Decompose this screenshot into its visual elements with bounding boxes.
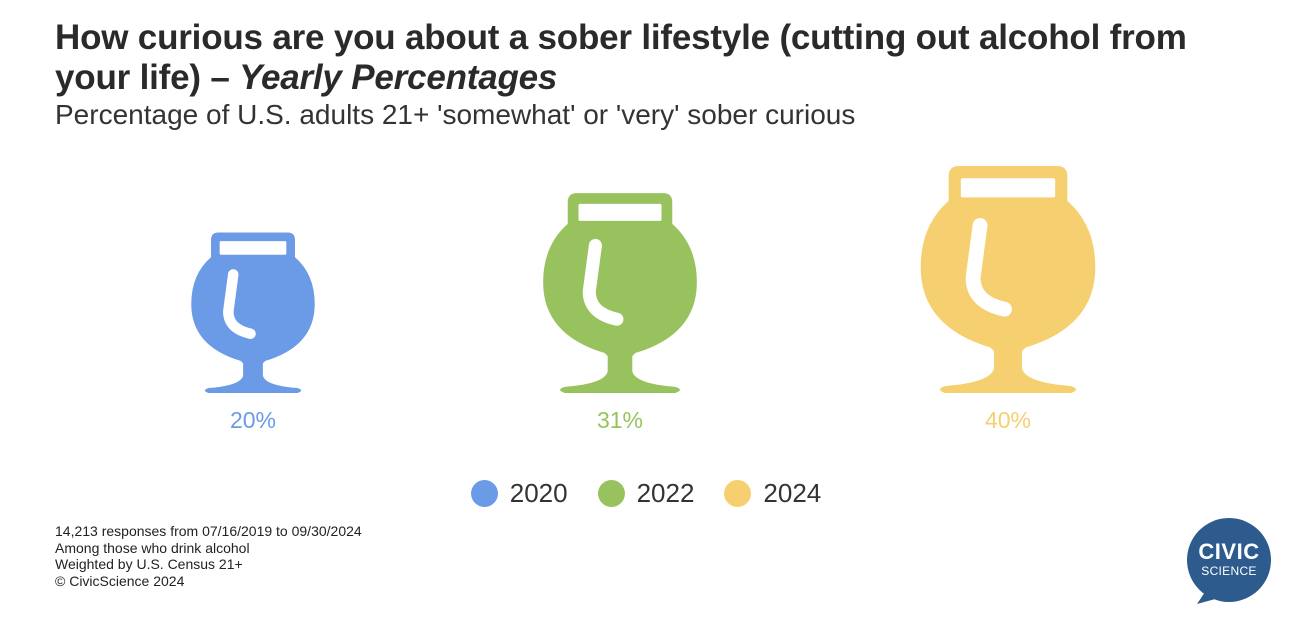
glass-foam-2022 — [578, 203, 662, 221]
logo-civic-text: CIVIC — [1198, 539, 1260, 564]
chart-title-main: How curious are you about a sober lifest… — [55, 18, 1187, 97]
legend: 2020 2022 2024 — [0, 478, 1292, 508]
legend-swatch-2020 — [470, 479, 498, 507]
civicscience-logo: CIVIC SCIENCE — [1183, 518, 1275, 606]
legend-label-2020: 2020 — [509, 478, 568, 508]
value-label-2020: 20% — [229, 407, 277, 433]
chart-title-italic: Yearly Percentages — [239, 58, 558, 97]
chart-title: How curious are you about a sober lifest… — [55, 18, 1255, 98]
footnotes: 14,213 responses from 07/16/2019 to 09/3… — [55, 523, 362, 589]
glass-mark-2022 — [543, 193, 697, 394]
logo-science-text: SCIENCE — [1201, 564, 1257, 578]
glass-highlight-2020 — [223, 269, 256, 339]
chart-subtitle: Percentage of U.S. adults 21+ 'somewhat'… — [55, 99, 856, 130]
legend-swatch-2022 — [597, 479, 625, 507]
legend-label-2024: 2024 — [763, 478, 822, 508]
glass-mark-2024 — [920, 166, 1096, 394]
footnote-weighting: Weighted by U.S. Census 21+ — [55, 556, 243, 572]
value-label-2024: 40% — [984, 407, 1032, 433]
footnote-population: Among those who drink alcohol — [55, 539, 250, 556]
legend-item-2022: 2022 — [597, 478, 695, 508]
glass-highlight-2022 — [582, 238, 624, 326]
glass-foam-2020 — [219, 241, 287, 255]
speech-bubble-icon — [1187, 518, 1271, 604]
glass-foam-2024 — [960, 178, 1056, 198]
legend-item-2024: 2024 — [724, 478, 821, 508]
glass-mark-2020 — [191, 232, 315, 394]
footnote-responses: 14,213 responses from 07/16/2019 to 09/3… — [55, 523, 362, 539]
glass-highlight-2024 — [965, 217, 1012, 317]
legend-label-2022: 2022 — [636, 478, 695, 508]
glass-body-2022 — [543, 193, 697, 394]
footnote-copyright: © CivicScience 2024 — [55, 572, 185, 589]
value-label-2022: 31% — [596, 407, 644, 433]
glass-body-2020 — [191, 232, 315, 394]
legend-swatch-2024 — [724, 479, 752, 507]
glass-body-2024 — [920, 166, 1096, 394]
legend-item-2020: 2020 — [470, 478, 568, 508]
